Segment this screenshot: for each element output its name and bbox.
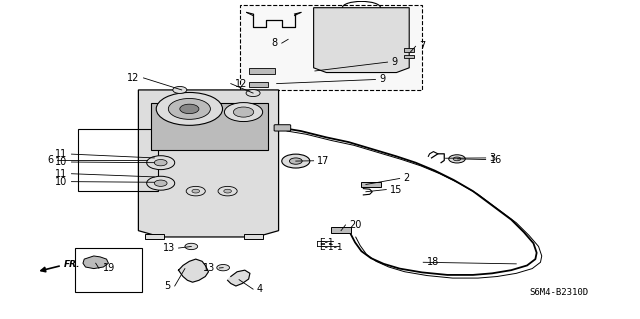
Text: FR.: FR.	[64, 260, 81, 269]
Polygon shape	[83, 256, 108, 269]
FancyBboxPatch shape	[274, 125, 291, 131]
Polygon shape	[248, 68, 275, 74]
Text: E-1-1: E-1-1	[319, 243, 342, 252]
Circle shape	[453, 157, 461, 161]
Text: 15: 15	[390, 184, 403, 195]
Circle shape	[289, 158, 302, 164]
Circle shape	[218, 186, 237, 196]
Circle shape	[168, 99, 211, 119]
Polygon shape	[248, 82, 268, 87]
Bar	[75, 248, 141, 292]
Circle shape	[224, 189, 232, 193]
FancyBboxPatch shape	[244, 234, 262, 239]
Text: 9: 9	[392, 57, 397, 67]
Text: 19: 19	[102, 263, 115, 273]
Polygon shape	[179, 259, 209, 282]
FancyBboxPatch shape	[145, 234, 164, 239]
Text: 9: 9	[380, 75, 385, 85]
Circle shape	[192, 189, 200, 193]
Polygon shape	[362, 182, 381, 187]
Text: 8: 8	[272, 38, 278, 48]
FancyBboxPatch shape	[404, 55, 413, 58]
Text: 3: 3	[490, 153, 495, 163]
Polygon shape	[228, 270, 250, 286]
Text: 10: 10	[56, 177, 68, 187]
Bar	[78, 130, 157, 191]
Text: 12: 12	[127, 73, 140, 83]
Text: 11: 11	[56, 149, 68, 159]
Polygon shape	[332, 227, 351, 233]
Circle shape	[186, 186, 205, 196]
FancyBboxPatch shape	[404, 48, 413, 52]
Text: 13: 13	[163, 243, 175, 253]
Circle shape	[147, 156, 175, 170]
Polygon shape	[314, 8, 409, 72]
Text: 7: 7	[419, 41, 426, 51]
Text: 13: 13	[204, 263, 216, 273]
Polygon shape	[151, 103, 268, 150]
Circle shape	[246, 90, 260, 97]
Circle shape	[173, 86, 187, 93]
Text: 5: 5	[164, 281, 171, 291]
Text: 2: 2	[403, 174, 410, 183]
Text: 6: 6	[47, 154, 54, 165]
Text: 20: 20	[349, 220, 362, 230]
Circle shape	[449, 155, 465, 163]
Text: 11: 11	[56, 169, 68, 179]
Polygon shape	[138, 90, 278, 237]
Circle shape	[225, 103, 262, 122]
Text: 12: 12	[235, 78, 247, 89]
Text: 10: 10	[56, 157, 68, 167]
Circle shape	[147, 176, 175, 190]
Text: 4: 4	[257, 284, 263, 294]
Text: 17: 17	[317, 156, 330, 166]
Text: S6M4-B2310D: S6M4-B2310D	[529, 288, 588, 297]
Circle shape	[234, 107, 253, 117]
Bar	[241, 4, 422, 90]
Circle shape	[282, 154, 310, 168]
Circle shape	[217, 264, 230, 271]
Circle shape	[154, 180, 167, 186]
Text: E-1: E-1	[319, 238, 333, 247]
Circle shape	[156, 93, 223, 125]
Circle shape	[154, 160, 167, 166]
Text: 18: 18	[427, 257, 439, 267]
Circle shape	[185, 243, 198, 250]
Text: 16: 16	[490, 154, 502, 165]
Circle shape	[180, 104, 199, 114]
